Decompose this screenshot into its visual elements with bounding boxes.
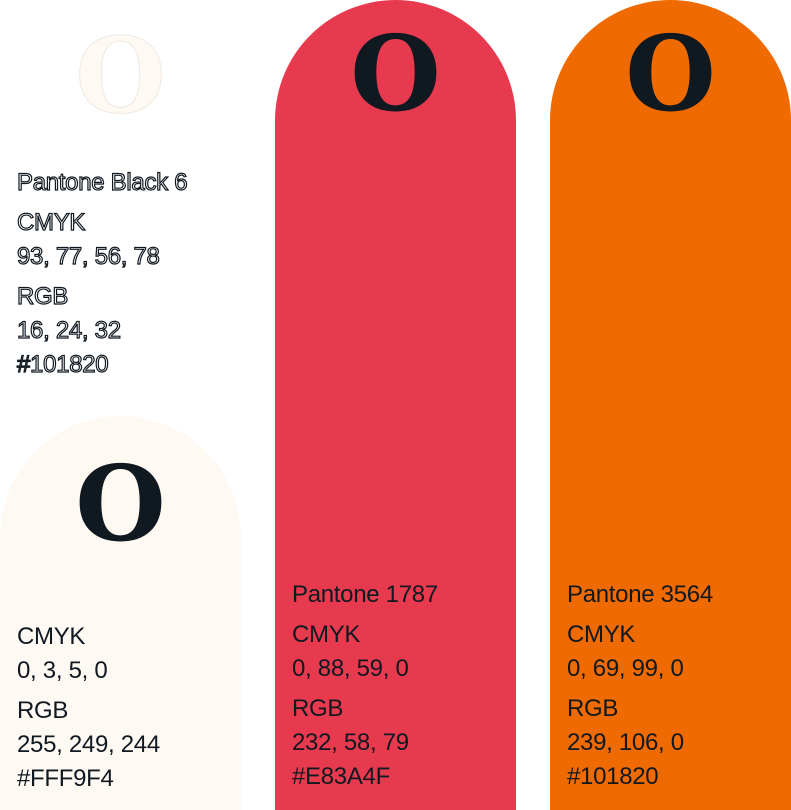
swatch-red-cmyk-value: 0, 88, 59, 0 [292,655,409,683]
swatch-red-hex-value: #E83A4F [292,763,390,791]
swatch-black-name: Pantone Black 6 [16,168,188,196]
swatch-cream: O CMYK 0, 3, 5, 0 RGB 255, 249, 244 #FFF… [0,416,241,810]
swatch-black-rgb-value: 16, 24, 32 [16,317,121,345]
swatch-cream-cmyk-label: CMYK [17,623,86,650]
swatch-red-info: Pantone 1787 CMYK 0, 88, 59, 0 RGB 232, … [292,578,438,794]
swatch-cream-info: CMYK 0, 3, 5, 0 RGB 255, 249, 244 #FFF9F… [17,620,160,796]
swatch-black-logo-glyph: O [75,14,167,137]
swatch-orange-rgb-value: 239, 106, 0 [567,729,684,757]
swatch-red-name: Pantone 1787 [292,581,438,608]
swatch-cream-rgb-label: RGB [17,697,69,725]
swatch-black: O Pantone Black 6 CMYK 93, 77, 56, 78 RG… [0,0,241,400]
swatch-orange-cmyk-label: CMYK [567,621,636,649]
swatch-black-rgb-label: RGB [16,283,69,311]
swatch-red-logo-glyph: O [350,12,441,135]
swatch-cream-rgb-value: 255, 249, 244 [17,731,160,759]
swatch-red-rgb-value: 232, 58, 79 [292,729,409,757]
swatch-red-rgb-label: RGB [292,695,344,723]
swatch-orange-name: Pantone 3564 [567,581,713,608]
swatch-orange-hex-value: #101820 [567,763,659,791]
swatch-red-cmyk-label: CMYK [292,621,361,649]
swatch-cream-logo-glyph: O [75,442,166,565]
swatch-orange: O Pantone 3564 CMYK 0, 69, 99, 0 RGB 239… [550,0,791,810]
swatch-cream-cmyk-value: 0, 3, 5, 0 [17,657,108,685]
swatch-black-info: Pantone Black 6 CMYK 93, 77, 56, 78 RGB … [16,166,188,382]
swatch-orange-cmyk-value: 0, 69, 99, 0 [567,655,684,683]
swatch-black-hex-value: #101820 [16,351,109,379]
swatch-red: O Pantone 1787 CMYK 0, 88, 59, 0 RGB 232… [275,0,516,810]
swatch-orange-info: Pantone 3564 CMYK 0, 69, 99, 0 RGB 239, … [567,578,713,794]
swatch-orange-rgb-label: RGB [567,695,619,723]
swatch-black-cmyk-value: 93, 77, 56, 78 [16,243,160,271]
swatch-orange-logo-glyph: O [625,12,716,135]
swatch-black-cmyk-label: CMYK [16,208,86,237]
swatch-cream-hex-value: #FFF9F4 [17,765,114,793]
